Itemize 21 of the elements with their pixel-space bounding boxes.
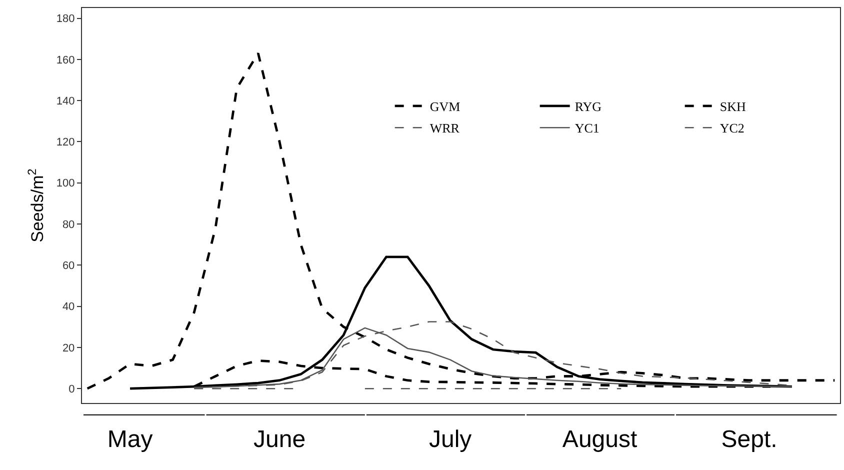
x-tick-label: August [562,426,638,453]
legend-label: YC1 [574,120,600,136]
y-tick-label: 180 [56,13,75,26]
x-tick-label: May [107,426,153,453]
legend-label: RYG [574,98,602,114]
y-tick-label: 20 [62,342,75,354]
y-tick-label: 0 [68,383,75,396]
x-tick-label: June [253,426,306,453]
x-tick-label: Sept. [721,426,778,453]
y-tick-label: 80 [62,218,75,231]
y-tick-label: 100 [56,178,75,190]
y-tick-label: 160 [56,54,75,66]
legend-label: WRR [430,120,460,136]
y-tick-label: 140 [56,95,75,108]
y-tick-label: 40 [62,301,75,314]
y-tick-label: 60 [62,260,75,272]
y-tick-label: 120 [56,136,75,149]
legend-label: YC2 [720,120,744,136]
x-tick-label: July [428,426,472,453]
legend-label: GVM [430,98,461,114]
legend-label: SKH [720,98,746,114]
